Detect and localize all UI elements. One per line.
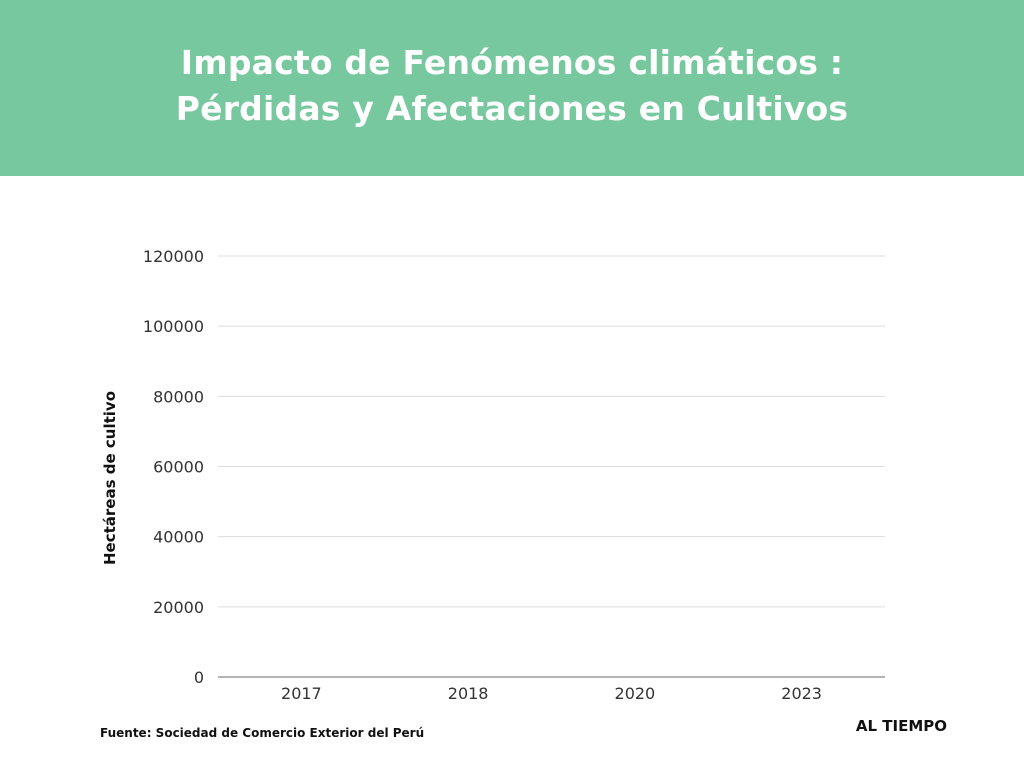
x-tick-label: 2017 — [281, 684, 322, 703]
y-tick-label: 120000 — [143, 247, 204, 266]
y-tick-label: 0 — [194, 668, 204, 687]
y-axis-label: Hectáreas de cultivo — [101, 391, 119, 565]
x-tick-label: 2020 — [615, 684, 656, 703]
gridlines — [218, 255, 885, 678]
x-axis-ticks: 2017 2018 2020 2023 — [281, 684, 822, 703]
x-tick-label: 2023 — [781, 684, 822, 703]
header-banner: Impacto de Fenómenos climáticos : Pérdid… — [0, 0, 1024, 176]
source-note: Fuente: Sociedad de Comercio Exterior de… — [100, 726, 425, 740]
y-axis-ticks: 0 20000 40000 60000 80000 100000 120000 — [143, 247, 204, 687]
x-tick-label: 2018 — [448, 684, 489, 703]
chart-title-line-1: Impacto de Fenómenos climáticos : — [180, 43, 844, 82]
y-tick-label: 100000 — [143, 317, 204, 336]
y-tick-label: 60000 — [153, 458, 204, 477]
y-tick-label: 40000 — [153, 528, 204, 547]
y-tick-label: 80000 — [153, 387, 204, 406]
chart-title-line-2: Pérdidas y Afectaciones en Cultivos — [175, 89, 849, 128]
brand-label: AL TIEMPO — [855, 717, 947, 735]
y-tick-label: 20000 — [153, 598, 204, 617]
chart-title: Impacto de Fenómenos climáticos : Pérdid… — [176, 40, 849, 132]
